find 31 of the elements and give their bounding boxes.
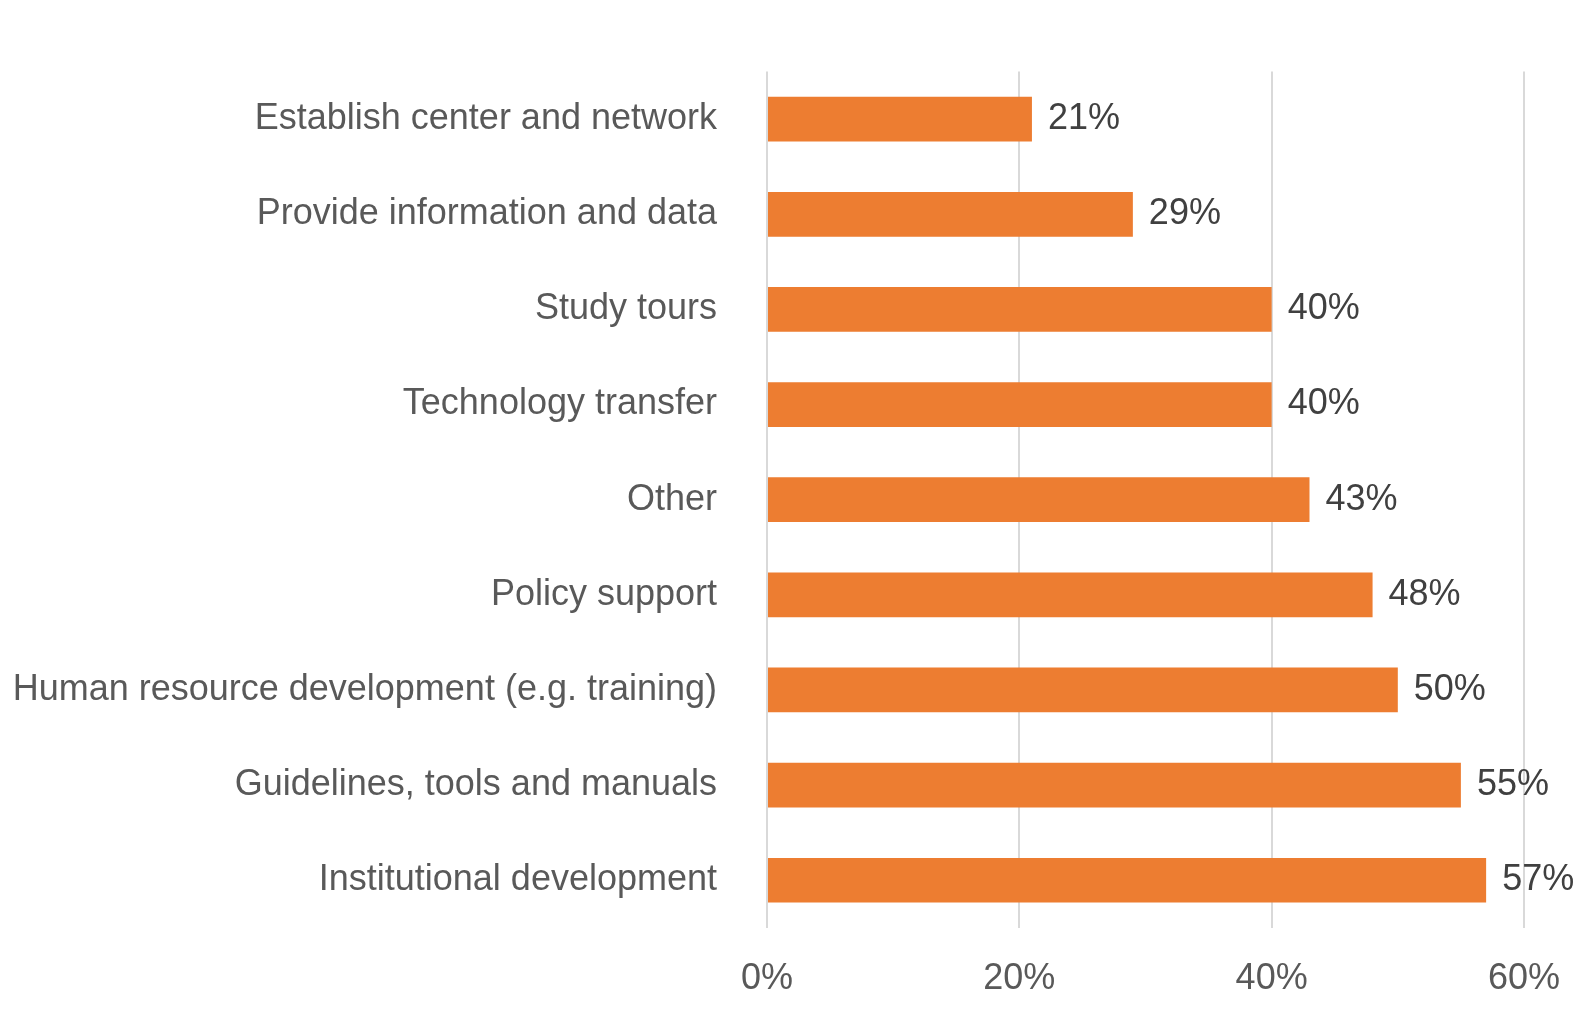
data-label: 29% bbox=[1148, 191, 1221, 233]
x-tick-label: 40% bbox=[1235, 956, 1308, 998]
y-tick-label: Establish center and network bbox=[254, 96, 718, 138]
y-tick-label: Guidelines, tools and manuals bbox=[234, 762, 717, 804]
bar bbox=[768, 572, 1373, 618]
bar bbox=[768, 762, 1461, 808]
bar bbox=[768, 191, 1133, 237]
bar bbox=[768, 667, 1398, 713]
bar bbox=[768, 382, 1272, 427]
data-label: 57% bbox=[1502, 857, 1575, 899]
x-tick-label: 20% bbox=[983, 956, 1056, 998]
bar bbox=[768, 477, 1310, 523]
bar bbox=[768, 857, 1487, 903]
bar bbox=[768, 287, 1272, 332]
data-label: 40% bbox=[1287, 286, 1360, 328]
data-label: 43% bbox=[1325, 476, 1398, 518]
data-label: 48% bbox=[1388, 571, 1461, 613]
data-label: 21% bbox=[1047, 96, 1120, 138]
y-tick-label: Other bbox=[626, 476, 717, 518]
data-label: 55% bbox=[1476, 762, 1549, 804]
bar bbox=[768, 96, 1032, 142]
y-tick-label: Study tours bbox=[534, 286, 717, 328]
y-tick-label: Policy support bbox=[490, 571, 717, 613]
data-label: 40% bbox=[1287, 381, 1360, 423]
y-tick-label: Provide information and data bbox=[256, 191, 718, 233]
y-tick-label: Technology transfer bbox=[402, 381, 717, 423]
x-tick-label: 60% bbox=[1487, 956, 1560, 998]
y-tick-label: Institutional development bbox=[318, 857, 717, 899]
x-tick-label: 0% bbox=[740, 956, 794, 998]
y-tick-label: Human resource development (e.g. training) bbox=[12, 666, 717, 708]
data-label: 50% bbox=[1413, 666, 1486, 708]
